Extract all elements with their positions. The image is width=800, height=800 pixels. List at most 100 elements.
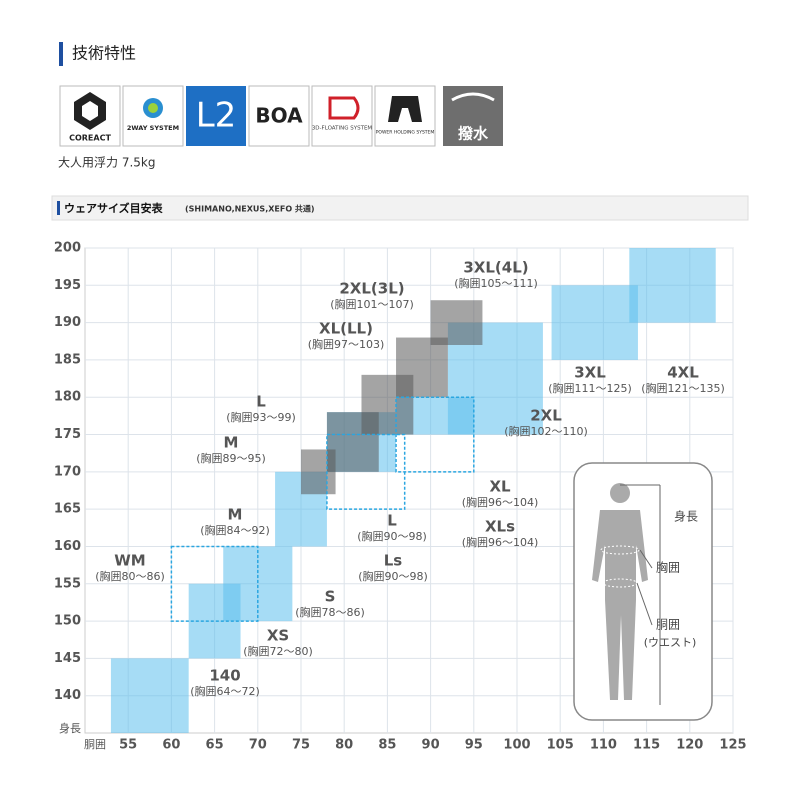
size-box <box>430 300 483 345</box>
x-tick-label: 80 <box>335 738 353 753</box>
size-chest: (胸囲90～98) <box>357 529 427 543</box>
size-name: 140 <box>209 667 240 685</box>
icon-shape <box>148 103 158 113</box>
size-chest: (胸囲93～99) <box>226 410 296 424</box>
x-tick-label: 110 <box>590 738 617 753</box>
size-name: L <box>387 512 397 530</box>
chart-header <box>51 195 749 221</box>
figure-label: 胸囲 <box>656 560 680 575</box>
figure-body <box>592 510 648 700</box>
x-tick-label: 55 <box>119 738 137 753</box>
x-tick-label: 85 <box>378 738 396 753</box>
figure-label: 身長 <box>674 509 698 524</box>
icon-row: COREACT 2WAY SYSTEM L2 BOA 3D-FLOATING S… <box>59 85 503 147</box>
size-name: 4XL <box>667 364 699 382</box>
size-name: XS <box>267 627 289 645</box>
y-tick-label: 150 <box>54 614 81 629</box>
icon-shape <box>451 92 495 102</box>
x-tick-label: 75 <box>292 738 310 753</box>
y-tick-label: 195 <box>54 278 81 293</box>
size-box <box>223 546 293 622</box>
size-name: 3XL(4L) <box>463 259 528 277</box>
y-tick-label: 170 <box>54 464 81 479</box>
section-title: 技術特性 <box>72 44 136 63</box>
icon-box <box>311 85 373 147</box>
x-tick-label: 125 <box>719 738 746 753</box>
size-box <box>629 248 716 323</box>
y-tick-label: 160 <box>54 539 81 554</box>
y-tick-label: 190 <box>54 315 81 330</box>
icon-label: POWER HOLDING SYSTEM <box>376 130 435 136</box>
size-chest: (胸囲97～103) <box>308 337 385 351</box>
size-chest: (胸囲111～125) <box>548 381 632 395</box>
size-chest: (胸囲121～135) <box>641 381 725 395</box>
icon-shape <box>388 96 422 122</box>
size-name: 2XL(3L) <box>339 280 404 298</box>
icon-label: 撥水 <box>458 125 489 143</box>
size-name: Ls <box>384 552 403 570</box>
size-chest: (胸囲80～86) <box>95 569 165 583</box>
size-chest: (胸囲89～95) <box>196 451 266 465</box>
size-chest: (胸囲101～107) <box>330 297 414 311</box>
icon-shape <box>82 101 98 121</box>
leader <box>639 549 653 569</box>
x-tick-label: 90 <box>422 738 440 753</box>
figure-box <box>573 462 713 721</box>
icon-label: 2WAY SYSTEM <box>127 124 179 132</box>
chart-header-bar <box>57 201 60 215</box>
x-tick-label: 60 <box>162 738 180 753</box>
icon-box <box>374 85 436 147</box>
y-tick-label: 145 <box>54 651 81 666</box>
size-box <box>110 658 189 733</box>
x-tick-label: 115 <box>633 738 660 753</box>
y-tick-label: 180 <box>54 390 81 405</box>
icon-box <box>443 86 503 146</box>
icon-box <box>186 86 246 146</box>
icon-shape <box>328 96 360 120</box>
chart-title: ウェアサイズ目安表 <box>64 201 164 215</box>
size-box <box>395 396 475 473</box>
size-chest: (胸囲102～110) <box>504 424 588 438</box>
y-axis-title: 身長 <box>59 721 81 735</box>
icon-label: COREACT <box>69 134 111 143</box>
size-chest: (胸囲105～111) <box>454 276 538 290</box>
size-name: XL <box>489 478 511 496</box>
figure-head <box>610 483 630 503</box>
icon-label: 3D-FLOATING SYSTEM <box>312 126 373 132</box>
figure-panel: 身長 胸囲 胴囲 (ウエスト) <box>573 462 713 721</box>
size-name: 2XL <box>530 407 562 425</box>
x-tick-label: 100 <box>503 738 530 753</box>
x-tick-label: 65 <box>206 738 224 753</box>
size-box <box>396 337 448 398</box>
icon-label: BOA <box>255 104 303 128</box>
size-name: XL(LL) <box>319 320 373 338</box>
size-name: M <box>224 434 239 452</box>
size-chest: (胸囲84～92) <box>200 523 270 537</box>
size-name: 3XL <box>574 364 606 382</box>
size-box <box>551 285 638 360</box>
y-tick-label: 185 <box>54 352 81 367</box>
y-tick-label: 165 <box>54 502 81 517</box>
size-name: XLs <box>485 518 515 536</box>
header-bar <box>59 42 63 66</box>
x-tick-label: 95 <box>465 738 483 753</box>
size-name: L <box>256 393 266 411</box>
x-axis-title: 胴囲 <box>84 738 106 751</box>
x-tick-label: 120 <box>676 738 703 753</box>
size-chest: (胸囲96～104) <box>462 535 539 549</box>
y-tick-label: 200 <box>54 241 81 256</box>
size-name: M <box>228 506 243 524</box>
chart-subtitle: (SHIMANO,NEXUS,XEFO 共通) <box>185 204 315 214</box>
x-tick-label: 105 <box>547 738 574 753</box>
x-tick-label: 70 <box>249 738 267 753</box>
chest-mark <box>600 545 640 555</box>
size-chest: (胸囲78～86) <box>295 605 365 619</box>
figure-label: 胴囲 <box>656 618 680 632</box>
icon-box <box>248 85 310 147</box>
size-name: WM <box>114 552 145 570</box>
y-tick-label: 155 <box>54 576 81 591</box>
leader <box>636 582 653 626</box>
figure-label: (ウエスト) <box>644 636 697 649</box>
size-chest: (胸囲72～80) <box>243 644 313 658</box>
